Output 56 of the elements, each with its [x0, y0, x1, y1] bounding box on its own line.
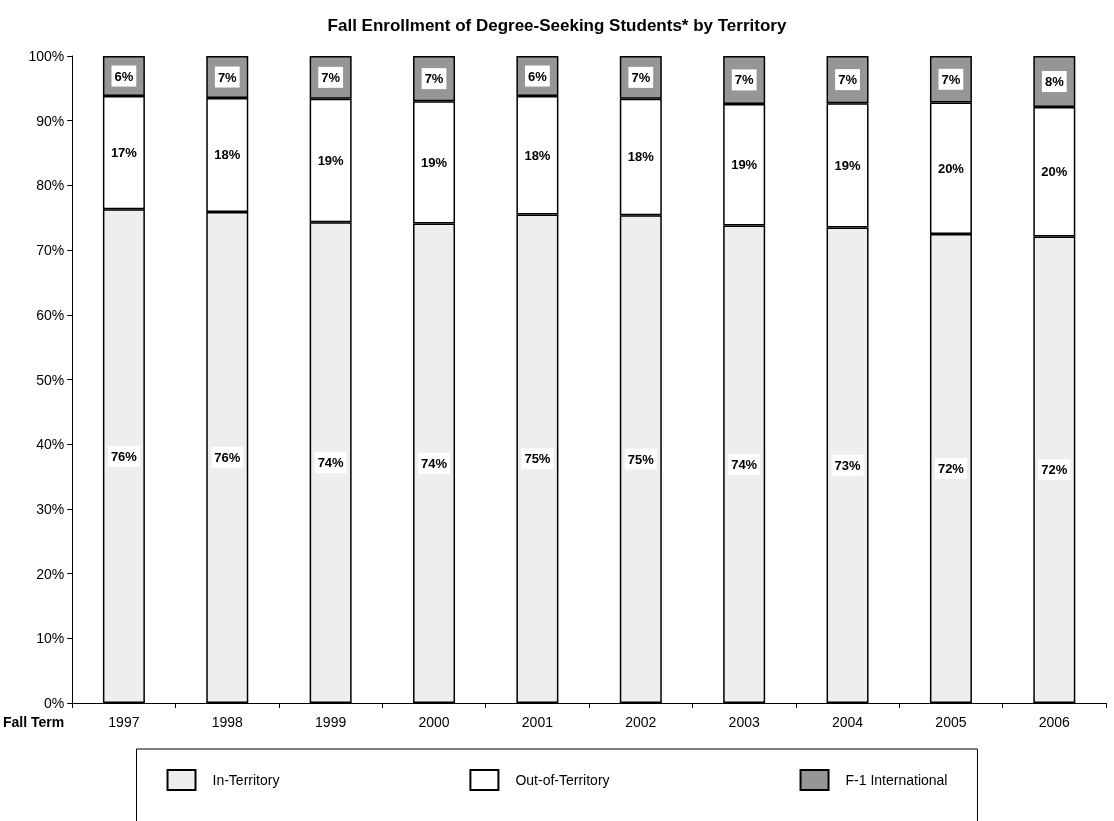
data-label: 75%	[524, 451, 551, 467]
y-tick-label: 60%	[36, 306, 65, 323]
data-label: 75%	[627, 451, 655, 467]
legend-label: In-Territory	[212, 772, 280, 788]
data-label: 7%	[217, 69, 238, 85]
data-label: 19%	[834, 157, 861, 173]
y-tick-label: 40%	[36, 436, 65, 453]
data-label: 7%	[631, 69, 651, 85]
data-label: 7%	[734, 72, 754, 88]
x-tick-label: 1999	[315, 714, 347, 730]
data-label: 18%	[214, 147, 241, 163]
y-tick-label: 10%	[36, 630, 65, 647]
y-tick-label: 70%	[36, 242, 65, 259]
data-label: 72%	[937, 460, 965, 476]
data-label: 76%	[110, 448, 138, 464]
y-tick-label: 100%	[28, 48, 65, 64]
y-tick-label: 90%	[36, 112, 65, 129]
data-label: 20%	[937, 160, 965, 176]
x-tick-label: 2003	[728, 714, 760, 730]
data-label: 7%	[941, 71, 961, 87]
data-label: 73%	[834, 457, 861, 473]
data-label: 74%	[317, 455, 345, 471]
data-label: 8%	[1044, 74, 1065, 90]
data-label: 17%	[110, 145, 138, 161]
y-tick-label: 20%	[36, 565, 65, 582]
data-label: 19%	[421, 154, 448, 170]
legend-label: Out-of-Territory	[515, 772, 610, 788]
legend-label: F-1 International	[845, 772, 948, 788]
chart-title: Fall Enrollment of Degree-Seeking Students* by Territory	[327, 16, 787, 35]
x-tick-label: 2004	[831, 714, 864, 730]
data-label: 74%	[731, 456, 758, 472]
x-tick-label: 1998	[211, 714, 244, 730]
data-label: 18%	[524, 147, 551, 163]
y-tick-label: 0%	[43, 695, 65, 711]
data-label: 7%	[321, 69, 341, 85]
y-tick-label: 80%	[36, 177, 65, 194]
data-label: 18%	[627, 149, 655, 165]
data-label: 7%	[424, 71, 444, 87]
data-label: 6%	[114, 68, 134, 84]
data-label: 74%	[421, 455, 448, 471]
data-label: 6%	[528, 68, 548, 84]
data-label: 19%	[731, 157, 758, 173]
y-tick-label: 50%	[36, 371, 65, 388]
data-label: 20%	[1041, 164, 1068, 180]
data-label: 72%	[1041, 462, 1068, 478]
data-label: 7%	[838, 72, 858, 88]
x-tick-label: 1997	[108, 714, 140, 730]
data-label: 19%	[317, 152, 345, 168]
data-label: 76%	[214, 449, 241, 465]
y-tick-label: 30%	[36, 500, 65, 517]
x-tick-label: 2002	[625, 714, 657, 730]
x-tick-label: 2006	[1038, 714, 1071, 730]
x-axis-title: Fall Term	[3, 714, 65, 730]
x-tick-label: 2000	[418, 714, 450, 730]
x-tick-label: 2001	[521, 714, 554, 730]
x-tick-label: 2005	[935, 714, 967, 730]
